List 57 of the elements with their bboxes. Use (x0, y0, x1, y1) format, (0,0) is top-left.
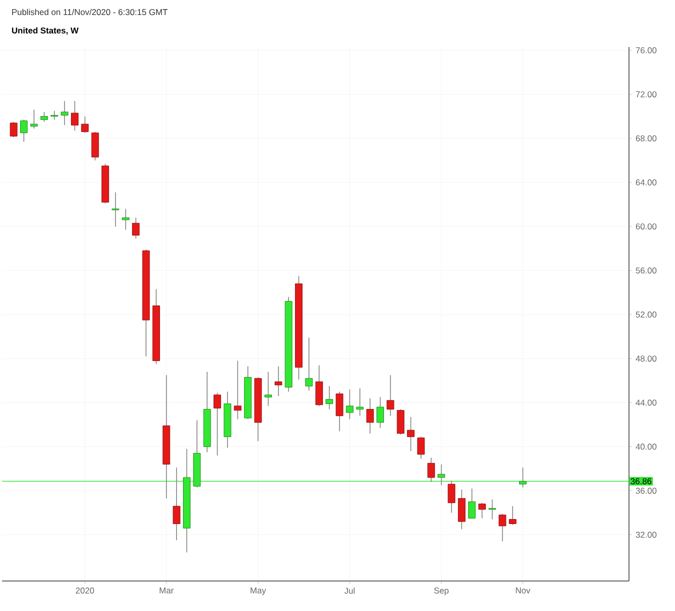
candlestick (488, 499, 496, 520)
candlestick (40, 112, 48, 122)
x-tick-label: Nov (516, 588, 530, 594)
candlestick (315, 364, 323, 406)
candlestick (326, 386, 334, 410)
candlestick (427, 457, 435, 482)
candlestick (458, 489, 466, 530)
y-tick-label: 52.00 (636, 312, 656, 318)
chart-title: United States, W (12, 27, 79, 35)
candlestick (336, 391, 344, 432)
candlestick (81, 116, 89, 134)
candlestick (478, 502, 486, 519)
y-tick-label: 68.00 (636, 135, 656, 142)
y-tick-label: 32.00 (636, 532, 656, 538)
candlestick (356, 388, 364, 416)
candlestick (20, 119, 28, 142)
y-tick-label: 76.00 (636, 47, 656, 54)
text: Published on 11/Nov/2020 - 6:30:15 GMT (12, 8, 168, 16)
candlestick (366, 398, 374, 434)
candlestick (50, 110, 58, 120)
ref-line-label: 36.86 (630, 478, 652, 484)
candlestick (498, 513, 506, 542)
y-tick-label: 44.00 (636, 400, 656, 406)
candlestick (376, 396, 384, 428)
candlestick (264, 371, 272, 406)
candlestick (132, 217, 140, 239)
y-tick-label: 72.00 (636, 91, 656, 98)
y-tick-label: 64.00 (636, 179, 656, 186)
candlestick (396, 408, 404, 435)
y-tick-label: 56.00 (636, 267, 656, 274)
candlestick (346, 389, 354, 420)
x-tick-label: Jul (344, 588, 355, 594)
candlestick (417, 436, 425, 460)
candlestick (10, 121, 18, 138)
candlestick (214, 392, 222, 456)
x-tick-label: Sep (434, 588, 449, 596)
candlestick (508, 506, 516, 526)
y-tick-label: 48.00 (636, 356, 656, 362)
candlestick (305, 337, 313, 391)
candlestick (122, 208, 130, 230)
y-tick-label: 36.00 (636, 488, 656, 494)
candlestick (172, 467, 180, 541)
candlestick (70, 100, 78, 132)
candlestick (60, 100, 68, 126)
candlestick (112, 192, 120, 227)
x-tick-label: 2020 (76, 588, 94, 594)
candlestick (30, 109, 38, 129)
candlestick (234, 360, 242, 420)
candlestick (407, 416, 415, 452)
candlestick (448, 480, 456, 514)
x-tick-label: May (250, 588, 266, 596)
candlestick (468, 488, 476, 519)
y-tick-label: 40.00 (636, 444, 656, 450)
y-tick-label: 60.00 (636, 223, 656, 230)
candlestick (386, 374, 394, 416)
candlestick (274, 366, 282, 396)
x-tick-label: Mar (160, 588, 174, 594)
